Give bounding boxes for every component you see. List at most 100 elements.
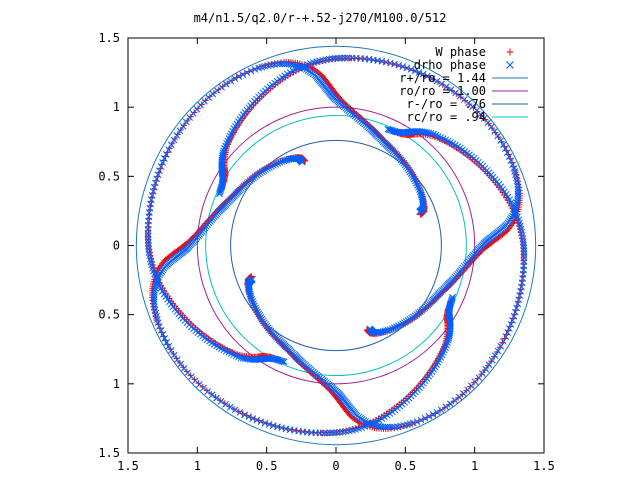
drho-phase-point (428, 75, 436, 82)
drho-phase-point (520, 254, 528, 261)
drho-phase-point (413, 418, 421, 425)
drho-phase-point (186, 114, 194, 121)
drho-phase-point (227, 77, 235, 85)
legend-label: r-/ro = .76 (407, 97, 486, 111)
drho-phase-point (280, 157, 288, 165)
drho-phase-point (170, 351, 178, 359)
legend-label: rc/ro = .94 (407, 110, 486, 124)
drho-phase-point (403, 64, 411, 72)
drho-phase-point (502, 333, 510, 340)
drho-phase-point (510, 208, 518, 216)
drho-phase-point (393, 323, 400, 331)
drho-phase-point (510, 312, 518, 320)
drho-phase-point (512, 204, 520, 211)
drho-phase-point (241, 411, 249, 419)
drho-phase-point (460, 96, 468, 103)
drho-phase-point (423, 72, 431, 80)
drho-phase-point (247, 67, 255, 75)
drho-phase-point (247, 294, 255, 301)
drho-phase-point (153, 277, 161, 285)
drho-phase-point (165, 146, 173, 153)
drho-phase-point (448, 295, 456, 303)
drho-phase-point (252, 304, 259, 312)
drho-phase-point (157, 163, 165, 170)
drho-phase-point (209, 90, 217, 98)
drho-phase-point (177, 360, 185, 368)
drho-phase-point (499, 338, 507, 345)
y-tick-label: 1.5 (98, 31, 120, 45)
legend-label: ro/ro = 1.00 (399, 84, 486, 98)
x-tick-label: 1.5 (533, 459, 555, 473)
drho-phase-point (456, 92, 464, 100)
drho-phase-point (507, 157, 515, 164)
x-tick-label: 1 (471, 459, 478, 473)
drho-phase-point (510, 164, 518, 172)
axis-ticks: 1.5 1 0.5 0 0.5 1 1.51.510.500.511.5 (98, 31, 555, 473)
drho-phase-point (157, 327, 165, 334)
drho-phase-point (384, 125, 392, 133)
drho-phase-point (159, 159, 166, 166)
drho-phase-point (506, 325, 513, 332)
drho-phase-point (465, 99, 472, 107)
drho-phase-point (235, 73, 243, 80)
drho-phase-point (505, 153, 513, 160)
drho-phase-point (155, 273, 162, 281)
drho-phase-point (243, 69, 251, 77)
drho-phase-point (433, 77, 441, 85)
drho-phase-point (152, 280, 160, 287)
legend-label: drho phase (414, 58, 486, 72)
drho-phase-point (255, 310, 263, 318)
drho-phase-point (494, 132, 502, 140)
drho-phase-point (409, 173, 417, 181)
drho-phase-point (269, 422, 277, 430)
drho-phase-point (213, 87, 221, 94)
drho-phase-point (282, 156, 289, 164)
drho-phase-point (491, 352, 499, 360)
drho-phase-point (272, 160, 279, 168)
drho-phase-point (154, 171, 162, 179)
drho-phase-point (485, 361, 493, 369)
drho-phase-point (482, 365, 490, 373)
drho-phase-point (251, 66, 259, 73)
drho-phase-point (160, 155, 168, 162)
y-tick-label: 1 (113, 377, 120, 391)
drho-phase-point (167, 141, 175, 149)
drho-phase-point (270, 161, 277, 169)
y-tick-label: 1 (113, 100, 120, 114)
drho-phase-point (511, 206, 519, 214)
drho-phase-point (163, 339, 171, 346)
drho-phase-point (231, 406, 239, 414)
drho-phase-point (402, 318, 410, 325)
drho-phase-point (249, 298, 256, 305)
drho-phase-point (261, 419, 269, 427)
drho-phase-point (494, 347, 502, 355)
drho-phase-point (509, 317, 516, 324)
drho-phase-point (320, 429, 328, 437)
drho-phase-point (162, 151, 170, 158)
drho-phase-point (266, 164, 273, 171)
drho-phase-point (497, 137, 505, 144)
x-tick-label: 0 (332, 459, 339, 473)
chart-title: m4/n1.5/q2.0/r-+.52-j270/M100.0/512 (194, 11, 447, 25)
drho-phase-point (208, 391, 216, 399)
drho-phase-point (419, 70, 427, 78)
circle-1 (196, 106, 476, 385)
drho-phase-point (249, 415, 257, 422)
drho-phase-point (167, 347, 175, 354)
drho-phase-point (149, 187, 157, 195)
legend-marker (506, 61, 514, 69)
drho-phase-point (499, 141, 507, 149)
x-tick-label: 1.5 (117, 459, 139, 473)
drho-phase-point (416, 186, 423, 193)
drho-phase-point (248, 296, 256, 303)
drho-phase-point (509, 161, 516, 169)
drho-phase-point (510, 210, 517, 218)
drho-phase-point (247, 292, 254, 300)
drho-phase-point (417, 190, 425, 197)
drho-phase-point (414, 181, 421, 189)
drho-phase-point (451, 397, 459, 404)
drho-phase-point (368, 420, 376, 428)
legend-label: W phase (435, 45, 486, 59)
drho-phase-point (514, 300, 522, 308)
drho-phase-point (421, 414, 429, 422)
